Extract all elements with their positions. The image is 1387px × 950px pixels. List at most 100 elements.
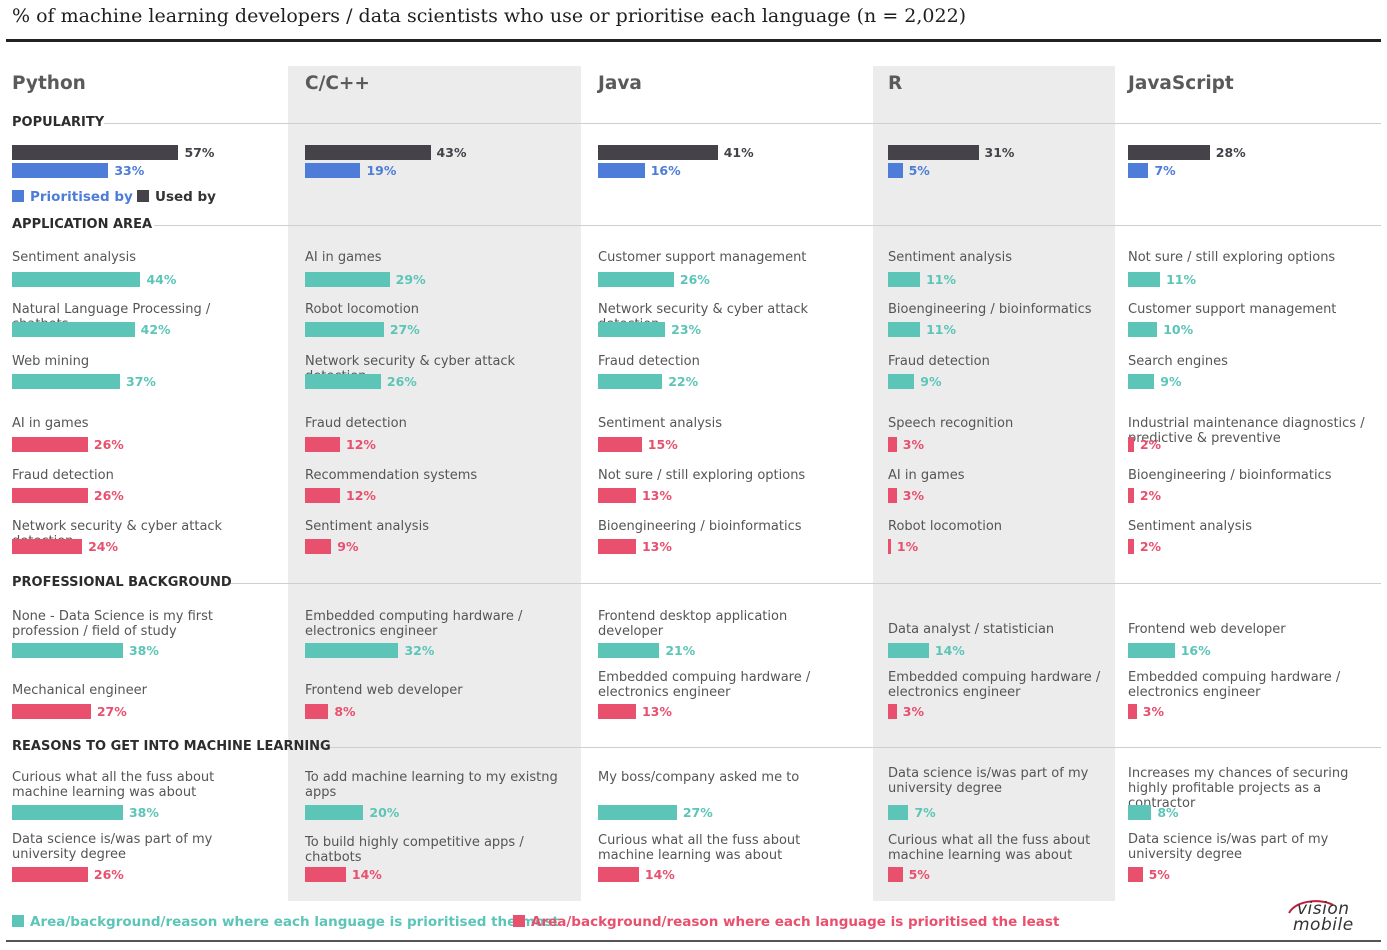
application-0-2-bar (12, 374, 121, 389)
used-by-3-bar (888, 145, 979, 160)
reason-label-3-1: Curious what all the fuss about machine … (888, 833, 1091, 863)
application-label-1-0: AI in games (305, 250, 382, 265)
application-label-3-2: Fraud detection (888, 354, 990, 369)
application-3-3-bar (888, 437, 897, 452)
section-line-reasons (318, 747, 1381, 748)
logo-line-2: mobile (1293, 915, 1354, 935)
logo-line-1: vision (1297, 899, 1350, 919)
application-2-5-bar (598, 539, 636, 554)
background-2-1-value: 13% (641, 704, 672, 719)
application-4-4-bar (1128, 488, 1134, 503)
application-0-5-bar (12, 539, 83, 554)
application-3-2-bar (888, 374, 915, 389)
application-1-3-value: 12% (346, 437, 376, 452)
application-0-1-bar (12, 322, 135, 337)
application-1-5-bar (305, 539, 332, 554)
application-3-3-value: 3% (902, 437, 924, 452)
legend-prioritised-label: Prioritised by (30, 189, 133, 205)
application-3-4-bar (888, 488, 897, 503)
reason-4-0-value: 8% (1157, 805, 1179, 820)
reason-0-0-value: 38% (128, 805, 159, 820)
application-4-2-bar (1128, 374, 1155, 389)
application-label-0-0: Sentiment analysis (12, 250, 136, 265)
application-0-1-value: 42% (140, 322, 171, 337)
reason-2-0-value: 27% (682, 805, 713, 820)
application-0-5-value: 24% (88, 539, 118, 554)
application-1-2-value: 26% (386, 374, 417, 389)
application-label-3-4: AI in games (888, 468, 965, 483)
title-rule (6, 39, 1381, 42)
background-1-0-value: 32% (404, 643, 435, 658)
reason-0-1-bar (12, 867, 88, 882)
background-label-4-1: Embedded compuing hardware / electronics… (1128, 670, 1341, 700)
background-label-0-0: None - Data Science is my first professi… (12, 609, 213, 639)
language-header-2: Java (598, 73, 642, 94)
application-0-4-bar (12, 488, 88, 503)
application-3-5-bar (888, 539, 891, 554)
reason-2-1-value: 14% (644, 867, 675, 882)
prioritised-by-3-bar (888, 163, 903, 178)
background-0-0-value: 38% (128, 643, 159, 658)
background-1-1-bar (305, 704, 329, 719)
application-1-5-value: 9% (337, 539, 359, 554)
application-4-5-value: 2% (1139, 539, 1162, 554)
reason-label-1-1: To build highly competitive apps / chatb… (305, 835, 524, 865)
background-1-1-value: 8% (334, 704, 356, 719)
section-line-popularity (104, 123, 1381, 124)
used-by-2-value: 41% (723, 145, 754, 160)
background-label-2-0: Frontend desktop application developer (598, 609, 788, 639)
section-header-application: APPLICATION AREA (12, 217, 153, 232)
used-by-4-bar (1128, 145, 1210, 160)
background-3-0-value: 14% (934, 643, 965, 658)
application-label-4-1: Customer support management (1128, 302, 1337, 317)
application-label-4-4: Bioengineering / bioinformatics (1128, 468, 1332, 483)
vision-mobile-logo: vision mobile (1283, 899, 1381, 935)
background-4-0-value: 16% (1180, 643, 1211, 658)
legend-least-swatch (513, 915, 525, 927)
application-label-1-3: Fraud detection (305, 416, 407, 431)
background-label-1-0: Embedded computing hardware / electronic… (305, 609, 523, 639)
section-line-application (154, 225, 1381, 226)
application-label-1-5: Sentiment analysis (305, 519, 429, 534)
application-1-2-bar (305, 374, 381, 389)
reason-label-0-1: Data science is/was part of my universit… (12, 832, 213, 862)
background-2-0-value: 21% (665, 643, 696, 658)
application-3-0-bar (888, 272, 921, 287)
application-label-4-5: Sentiment analysis (1128, 519, 1252, 534)
application-4-5-bar (1128, 539, 1134, 554)
application-4-2-value: 9% (1160, 374, 1182, 389)
application-label-0-4: Fraud detection (12, 468, 114, 483)
application-2-0-bar (598, 272, 674, 287)
reason-0-1-value: 26% (93, 867, 124, 882)
application-label-3-3: Speech recognition (888, 416, 1014, 431)
application-label-4-2: Search engines (1128, 354, 1228, 369)
background-label-3-0: Data analyst / statistician (888, 622, 1055, 637)
application-1-0-bar (305, 272, 390, 287)
application-2-3-value: 15% (647, 437, 678, 452)
application-1-0-value: 29% (395, 272, 426, 287)
application-label-1-4: Recommendation systems (305, 468, 478, 483)
background-2-0-bar (598, 643, 660, 658)
application-2-3-bar (598, 437, 642, 452)
used-by-0-bar (12, 145, 179, 160)
application-1-4-value: 12% (346, 488, 376, 503)
legend-least: Area/background/reason where each langua… (513, 915, 1059, 929)
legend-least-label: Area/background/reason where each langua… (531, 914, 1060, 930)
reason-3-1-value: 5% (908, 867, 930, 882)
used-by-4-value: 28% (1215, 145, 1246, 160)
application-label-2-0: Customer support management (598, 250, 807, 265)
legend-most-label: Area/background/reason where each langua… (30, 914, 559, 930)
column-shade-3 (873, 66, 1115, 901)
reason-label-0-0: Curious what all the fuss about machine … (12, 770, 215, 800)
background-label-4-0: Frontend web developer (1128, 622, 1286, 637)
prioritised-by-4-value: 7% (1154, 163, 1176, 178)
used-by-2-bar (598, 145, 718, 160)
background-3-1-bar (888, 704, 897, 719)
legend-used-label: Used by (155, 189, 216, 205)
application-0-3-bar (12, 437, 88, 452)
application-4-0-value: 11% (1166, 272, 1197, 287)
application-2-5-value: 13% (641, 539, 672, 554)
application-2-4-bar (598, 488, 636, 503)
legend-prioritised: Prioritised by (12, 190, 133, 204)
language-header-0: Python (12, 73, 86, 94)
